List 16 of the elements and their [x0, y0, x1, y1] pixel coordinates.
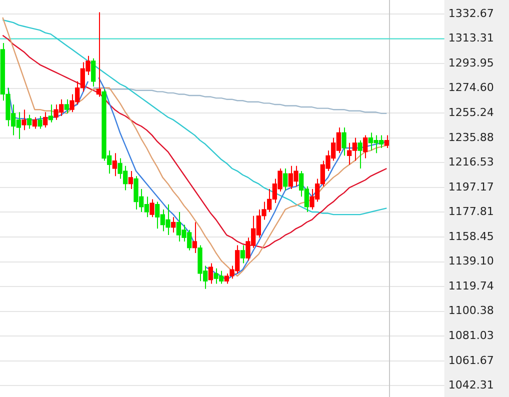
y-tick-label: 1235.88: [448, 130, 494, 144]
y-tick-label: 1332.67: [448, 6, 494, 20]
y-tick-label: 1100.38: [448, 304, 494, 318]
y-tick-label: 1119.74: [448, 279, 494, 292]
y-tick-label: 1293.95: [448, 56, 494, 70]
y-tick-label: 1139.10: [448, 254, 494, 268]
y-tick-label: 1197.17: [448, 180, 494, 194]
y-tick-label: 1313.31: [448, 32, 494, 45]
y-tick-label: 1061.67: [448, 354, 494, 367]
y-tick-label: 1216.53: [448, 156, 494, 169]
y-tick-label: 1274.60: [448, 81, 494, 94]
y-tick-label: 1177.81: [448, 205, 494, 218]
y-tick-label: 1042.31: [448, 378, 494, 392]
y-tick-label: 1158.45: [448, 230, 494, 243]
y-tick-label: 1081.03: [448, 329, 494, 342]
y-tick-label: 1255.24: [448, 106, 494, 119]
